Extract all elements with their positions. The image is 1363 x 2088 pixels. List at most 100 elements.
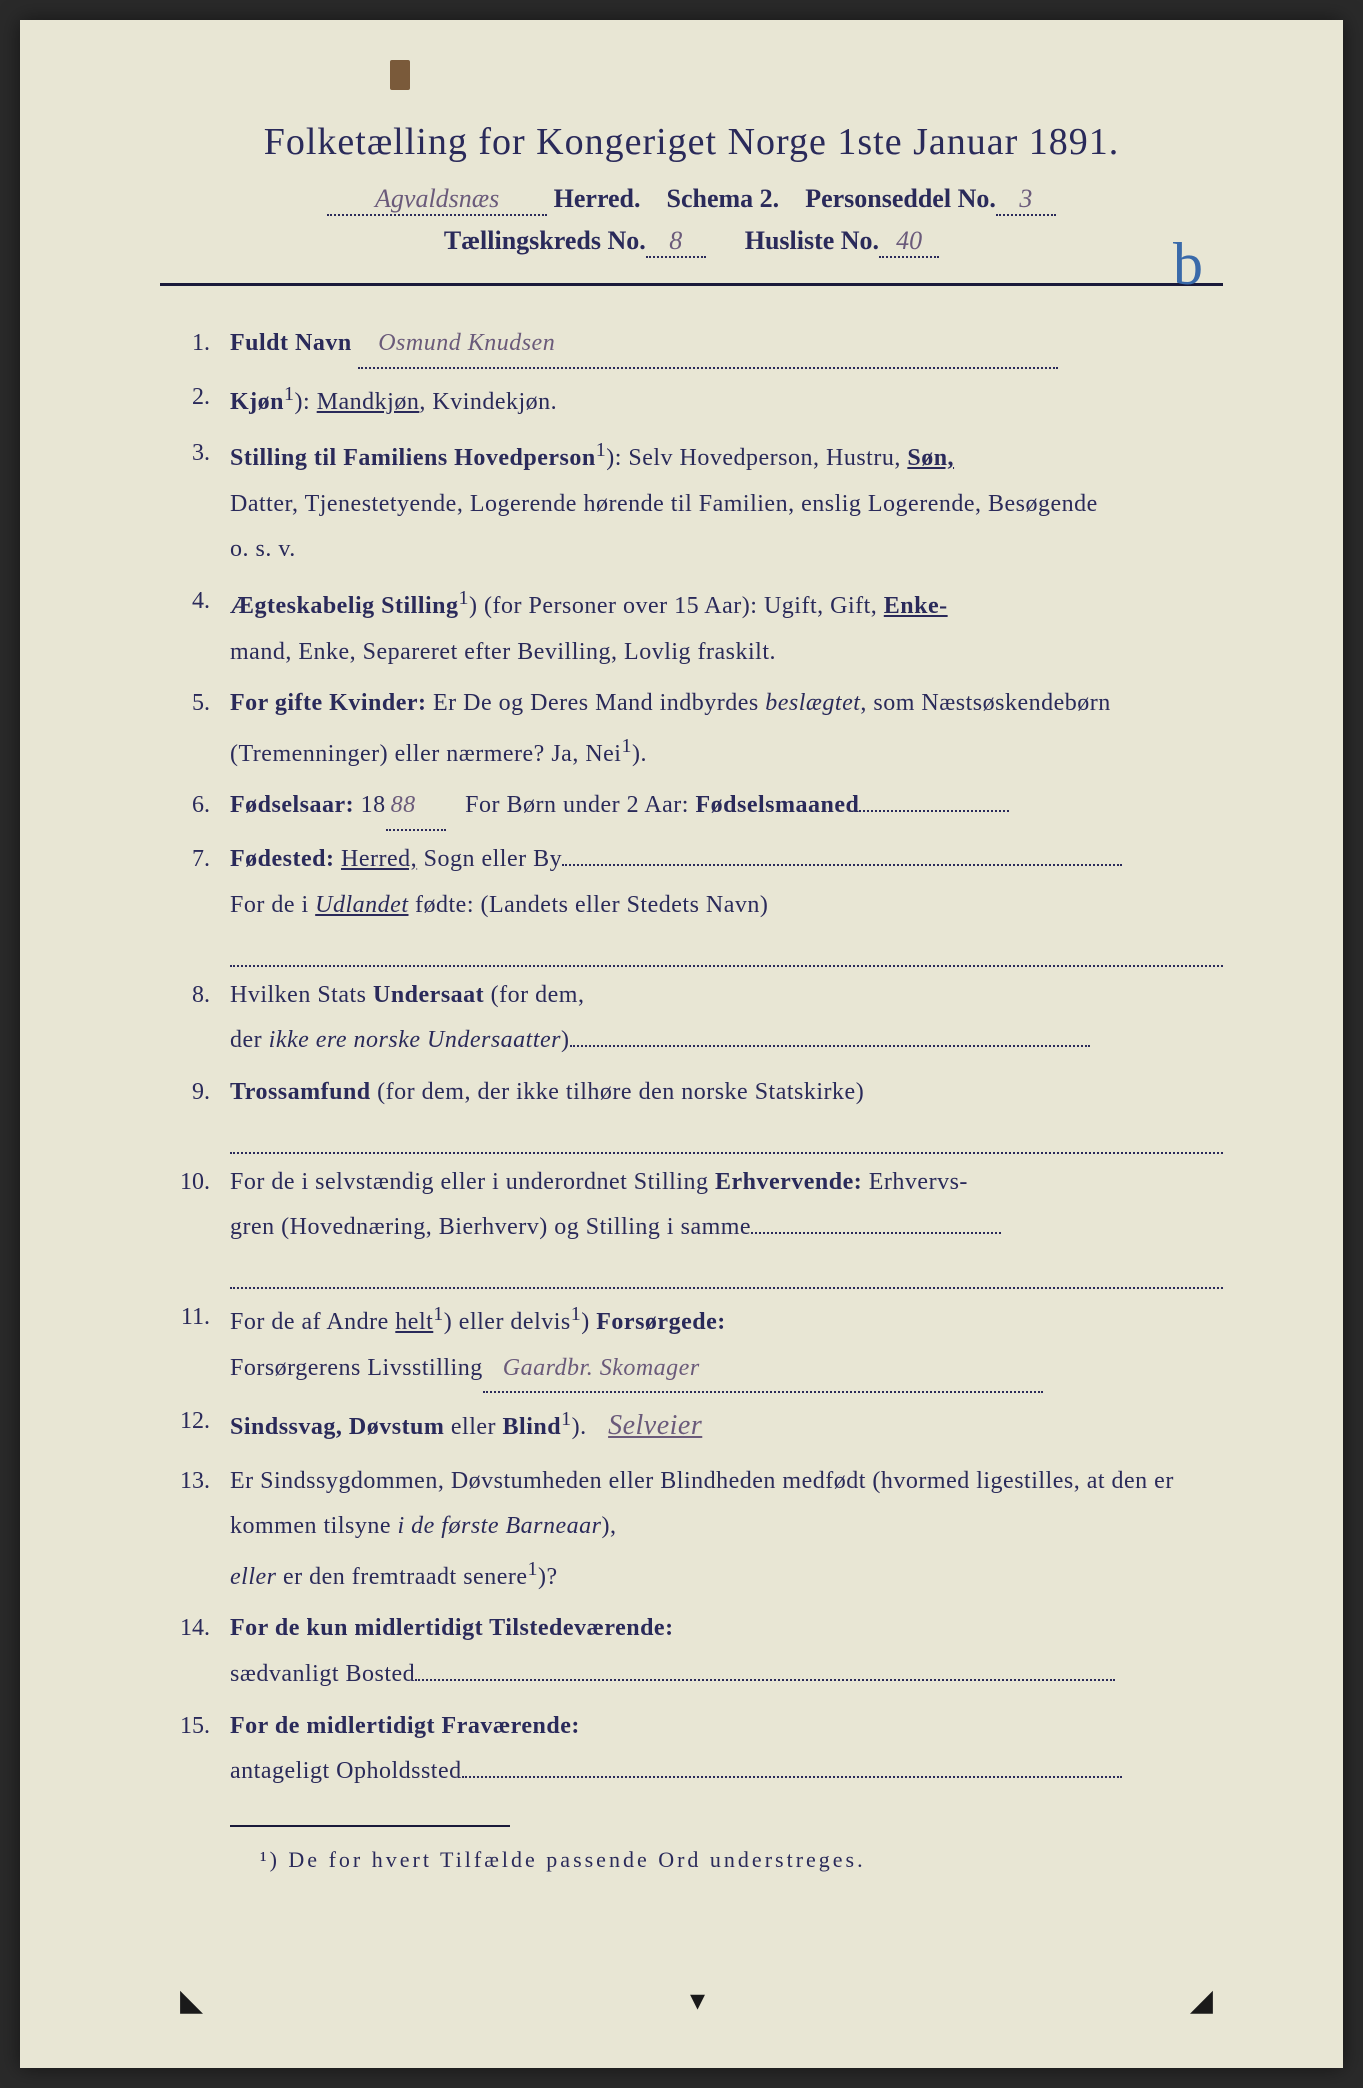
year-prefix: 18: [361, 792, 386, 818]
text: sædvanligt Bosted: [230, 1661, 415, 1687]
underlined: Mandkjøn: [317, 389, 420, 415]
text: antageligt Opholdssted: [230, 1758, 462, 1784]
text: Sogn eller By: [417, 846, 562, 872]
text: Datter, Tjenestetyende, Logerende hørend…: [230, 491, 1098, 517]
text: Forsørgerens Livsstilling: [230, 1355, 483, 1381]
label: Fødested:: [230, 846, 334, 872]
dotfill: [230, 1251, 1223, 1289]
dotfill: [562, 864, 1122, 866]
staple-mark: [390, 60, 410, 90]
item-14: 14. For de kun midlertidigt Tilstedevære…: [160, 1606, 1223, 1697]
item-number: 7.: [160, 837, 230, 967]
italic: Udlandet: [315, 892, 408, 918]
text: eller delvis: [452, 1309, 570, 1335]
dotfill: [415, 1679, 1115, 1681]
item-8: 8. Hvilken Stats Undersaat (for dem, der…: [160, 973, 1223, 1064]
text: er den fremtraadt senere: [276, 1564, 527, 1590]
text: Er Sindssygdommen, Døvstumheden eller Bl…: [230, 1468, 1174, 1540]
text: Selv Hovedperson, Hustru,: [628, 445, 907, 471]
kreds-label: Tællingskreds No.: [444, 226, 646, 255]
binding-pin-icon: ◢: [1190, 1983, 1213, 2018]
bold: Forsørgede:: [590, 1309, 726, 1335]
underlined: Enke-: [884, 593, 948, 619]
schema-label: Schema 2.: [667, 184, 780, 213]
paren: (for Personer over 15 Aar):: [484, 593, 757, 619]
divider-top: [160, 283, 1223, 286]
item-number: 4.: [160, 579, 230, 675]
text: For Børn under 2 Aar:: [465, 792, 695, 818]
dotfill: [859, 810, 1009, 812]
item-9: 9. Trossamfund (for dem, der ikke tilhør…: [160, 1070, 1223, 1154]
name-value: Osmund Knudsen: [358, 321, 1058, 369]
year-value: 88: [386, 783, 446, 831]
text: Hvilken Stats: [230, 982, 373, 1008]
text: Er De og Deres Mand indbyrdes: [433, 690, 765, 716]
item-number: 6.: [160, 783, 230, 831]
item-10: 10. For de i selvstændig eller i underor…: [160, 1160, 1223, 1290]
page-title: Folketælling for Kongeriget Norge 1ste J…: [160, 120, 1223, 164]
bold: Erhvervende:: [715, 1169, 862, 1195]
item-number: 5.: [160, 681, 230, 777]
item-number: 10.: [160, 1160, 230, 1290]
item-7: 7. Fødested: Herred, Sogn eller By For d…: [160, 837, 1223, 967]
binding-pin-icon: ▾: [690, 1983, 705, 2018]
item-number: 8.: [160, 973, 230, 1064]
header-line-1: Agvaldsnæs Herred. Schema 2. Personsedde…: [160, 184, 1223, 216]
label: Ægteskabelig Stilling: [230, 593, 459, 619]
item-content: Stilling til Familiens Hovedperson1): Se…: [230, 431, 1223, 573]
text: ),: [601, 1513, 616, 1539]
item-number: 13.: [160, 1459, 230, 1601]
census-form-page: Folketælling for Kongeriget Norge 1ste J…: [20, 20, 1343, 2068]
item-6: 6. Fødselsaar: 1888 For Børn under 2 Aar…: [160, 783, 1223, 831]
husliste-value: 40: [879, 226, 939, 258]
text: eller: [444, 1414, 502, 1440]
item-number: 14.: [160, 1606, 230, 1697]
italic: ikke ere norske Undersaatter: [269, 1027, 561, 1053]
header-line-2: Tællingskreds No.8 Husliste No.40: [160, 226, 1223, 258]
item-number: 11.: [160, 1295, 230, 1393]
herred-value: Agvaldsnæs: [327, 184, 547, 216]
bold: Fødselsmaaned: [695, 792, 859, 818]
item-11: 11. For de af Andre helt1) eller delvis1…: [160, 1295, 1223, 1393]
item-5: 5. For gifte Kvinder: Er De og Deres Man…: [160, 681, 1223, 777]
personseddel-label: Personseddel No.: [805, 184, 996, 213]
item-content: Fuldt Navn Osmund Knudsen: [230, 321, 1223, 369]
text: (for dem, der ikke tilhøre den norske St…: [371, 1079, 865, 1105]
italic: beslægtet: [765, 690, 860, 716]
label: For gifte Kvinder:: [230, 690, 427, 716]
item-content: Kjøn1): Mandkjøn, Kvindekjøn.: [230, 375, 1223, 426]
text: For de i: [230, 892, 315, 918]
dotfill: [230, 1115, 1223, 1153]
personseddel-value: 3: [996, 184, 1056, 216]
item-content: Fødested: Herred, Sogn eller By For de i…: [230, 837, 1223, 967]
herred-label: Herred.: [554, 184, 641, 213]
bold: Sindssvag, Døvstum: [230, 1414, 444, 1440]
kreds-value: 8: [646, 226, 706, 258]
item-content: For de kun midlertidigt Tilstedeværende:…: [230, 1606, 1223, 1697]
item-1: 1. Fuldt Navn Osmund Knudsen: [160, 321, 1223, 369]
item-number: 2.: [160, 375, 230, 426]
item-2: 2. Kjøn1): Mandkjøn, Kvindekjøn.: [160, 375, 1223, 426]
blue-mark: b: [1173, 230, 1203, 299]
item-number: 1.: [160, 321, 230, 369]
underlined: helt: [395, 1309, 433, 1335]
husliste-label: Husliste No.: [745, 226, 879, 255]
item-content: Ægteskabelig Stilling1) (for Personer ov…: [230, 579, 1223, 675]
footnote: ¹) De for hvert Tilfælde passende Ord un…: [260, 1847, 1223, 1873]
bold: Trossamfund: [230, 1079, 371, 1105]
value: Gaardbr. Skomager: [483, 1346, 1043, 1394]
italic: eller: [230, 1564, 276, 1590]
bold: For de kun midlertidigt Tilstedeværende:: [230, 1615, 674, 1641]
text: For de af Andre: [230, 1309, 395, 1335]
bold: Undersaat: [373, 982, 484, 1008]
item-content: For de midlertidigt Fraværende: antageli…: [230, 1704, 1223, 1795]
divider-footnote: [230, 1825, 510, 1827]
text: mand, Enke, Separeret efter Bevilling, L…: [230, 639, 776, 665]
label: Fuldt Navn: [230, 330, 352, 356]
underlined: Herred,: [341, 846, 417, 872]
underlined: Søn,: [907, 445, 954, 471]
text: gren (Hovednæring, Bierhverv) og Stillin…: [230, 1214, 751, 1240]
item-content: For de af Andre helt1) eller delvis1) Fo…: [230, 1295, 1223, 1393]
text: Ugift, Gift,: [764, 593, 884, 619]
text: der: [230, 1027, 269, 1053]
